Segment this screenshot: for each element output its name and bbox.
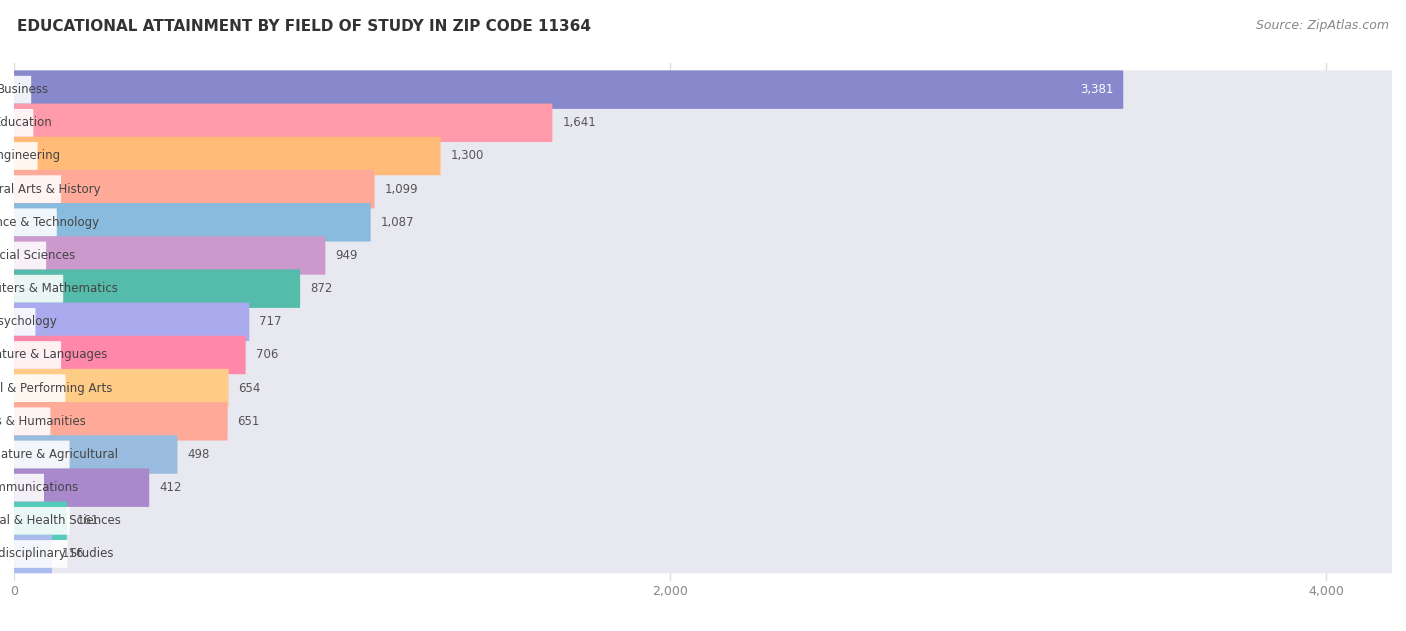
Text: 717: 717 [259, 316, 281, 328]
FancyBboxPatch shape [14, 374, 65, 402]
FancyBboxPatch shape [14, 502, 67, 540]
Text: 1,300: 1,300 [450, 150, 484, 162]
FancyBboxPatch shape [14, 274, 63, 302]
FancyBboxPatch shape [14, 336, 246, 374]
FancyBboxPatch shape [14, 109, 34, 137]
FancyBboxPatch shape [14, 137, 1392, 175]
Text: 651: 651 [238, 415, 260, 428]
FancyBboxPatch shape [14, 203, 371, 242]
FancyBboxPatch shape [14, 236, 1392, 274]
Text: Psychology: Psychology [0, 316, 58, 328]
Text: Multidisciplinary Studies: Multidisciplinary Studies [0, 548, 112, 560]
FancyBboxPatch shape [14, 203, 1392, 242]
FancyBboxPatch shape [14, 507, 69, 534]
Text: 706: 706 [256, 348, 278, 362]
Text: Arts & Humanities: Arts & Humanities [0, 415, 86, 428]
Text: Visual & Performing Arts: Visual & Performing Arts [0, 382, 112, 394]
FancyBboxPatch shape [14, 336, 1392, 374]
Text: Education: Education [0, 116, 53, 129]
FancyBboxPatch shape [14, 137, 440, 175]
FancyBboxPatch shape [14, 369, 229, 408]
FancyBboxPatch shape [14, 269, 1392, 308]
Text: Liberal Arts & History: Liberal Arts & History [0, 182, 101, 196]
FancyBboxPatch shape [14, 435, 177, 474]
Text: Communications: Communications [0, 481, 79, 494]
Text: 3,381: 3,381 [1080, 83, 1114, 96]
Text: Literature & Languages: Literature & Languages [0, 348, 107, 362]
FancyBboxPatch shape [14, 303, 249, 341]
FancyBboxPatch shape [14, 170, 1392, 208]
FancyBboxPatch shape [14, 269, 299, 308]
Text: 412: 412 [159, 481, 181, 494]
FancyBboxPatch shape [14, 103, 553, 142]
FancyBboxPatch shape [14, 440, 69, 468]
Text: Engineering: Engineering [0, 150, 62, 162]
FancyBboxPatch shape [14, 435, 1392, 474]
FancyBboxPatch shape [14, 402, 1392, 440]
FancyBboxPatch shape [14, 236, 325, 274]
FancyBboxPatch shape [14, 142, 38, 170]
FancyBboxPatch shape [14, 175, 60, 203]
Text: 1,099: 1,099 [384, 182, 418, 196]
FancyBboxPatch shape [14, 242, 46, 269]
FancyBboxPatch shape [14, 534, 52, 573]
Text: Computers & Mathematics: Computers & Mathematics [0, 282, 118, 295]
Text: Bio, Nature & Agricultural: Bio, Nature & Agricultural [0, 448, 118, 461]
Text: 116: 116 [62, 548, 84, 560]
Text: 1,087: 1,087 [381, 216, 413, 229]
Text: Science & Technology: Science & Technology [0, 216, 100, 229]
FancyBboxPatch shape [14, 71, 1392, 109]
FancyBboxPatch shape [14, 76, 31, 103]
FancyBboxPatch shape [14, 369, 1392, 408]
Text: Physical & Health Sciences: Physical & Health Sciences [0, 514, 121, 528]
FancyBboxPatch shape [14, 103, 1392, 142]
Text: 949: 949 [335, 249, 357, 262]
Text: 872: 872 [309, 282, 332, 295]
Text: Business: Business [0, 83, 49, 96]
FancyBboxPatch shape [14, 502, 1392, 540]
Text: 654: 654 [239, 382, 262, 394]
FancyBboxPatch shape [14, 402, 228, 440]
Text: Social Sciences: Social Sciences [0, 249, 76, 262]
FancyBboxPatch shape [14, 308, 35, 336]
FancyBboxPatch shape [14, 341, 60, 369]
FancyBboxPatch shape [14, 474, 44, 502]
Text: Source: ZipAtlas.com: Source: ZipAtlas.com [1256, 19, 1389, 32]
FancyBboxPatch shape [14, 540, 67, 568]
FancyBboxPatch shape [14, 468, 1392, 507]
FancyBboxPatch shape [14, 303, 1392, 341]
FancyBboxPatch shape [14, 170, 374, 208]
FancyBboxPatch shape [14, 468, 149, 507]
Text: EDUCATIONAL ATTAINMENT BY FIELD OF STUDY IN ZIP CODE 11364: EDUCATIONAL ATTAINMENT BY FIELD OF STUDY… [17, 19, 591, 34]
Text: 161: 161 [77, 514, 100, 528]
Text: 1,641: 1,641 [562, 116, 596, 129]
FancyBboxPatch shape [14, 408, 51, 435]
Text: 498: 498 [187, 448, 209, 461]
FancyBboxPatch shape [14, 71, 1123, 109]
FancyBboxPatch shape [14, 534, 1392, 573]
FancyBboxPatch shape [14, 208, 56, 236]
